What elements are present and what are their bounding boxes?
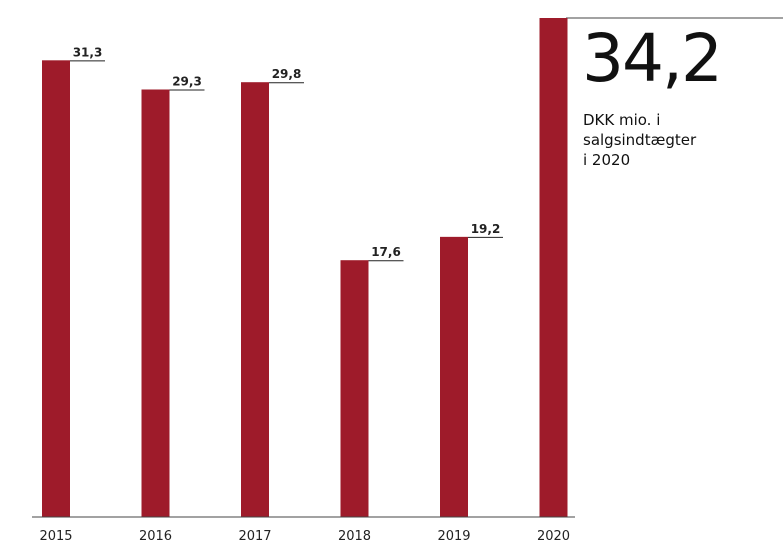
bar-2019 xyxy=(440,236,468,517)
x-tick-label-2017: 2017 xyxy=(238,529,271,544)
bar-2018 xyxy=(340,260,369,517)
value-label-2016: 29,3 xyxy=(172,74,202,88)
highlight-caption-line-2: salgsindtægter xyxy=(583,131,697,149)
value-label-2015: 31,3 xyxy=(73,45,103,59)
x-tick-label-2016: 2016 xyxy=(139,529,172,544)
bar-2015 xyxy=(42,60,70,517)
bar-2017 xyxy=(241,82,269,518)
bars-group xyxy=(42,18,568,518)
highlight-caption: DKK mio. i salgsindtægter i 2020 xyxy=(583,110,753,170)
x-tick-label-2019: 2019 xyxy=(437,529,470,544)
bar-2016 xyxy=(141,89,170,518)
value-labels-group: 31,3 29,3 29,8 17,6 19,2 xyxy=(70,45,503,262)
x-tick-label-2015: 2015 xyxy=(39,529,72,544)
x-tick-labels-group: 2015 2016 2017 2018 2019 2020 xyxy=(39,529,570,544)
bar-2020 xyxy=(539,18,568,517)
value-label-2018: 17,6 xyxy=(371,245,401,259)
highlight-caption-line-3: i 2020 xyxy=(583,151,631,169)
x-tick-label-2018: 2018 xyxy=(338,529,371,544)
value-label-2017: 29,8 xyxy=(272,67,302,81)
highlight-caption-line-1: DKK mio. i xyxy=(583,111,661,129)
value-label-2019: 19,2 xyxy=(471,222,501,236)
x-tick-label-2020: 2020 xyxy=(537,529,570,544)
highlight-value: 34,2 xyxy=(582,20,723,97)
